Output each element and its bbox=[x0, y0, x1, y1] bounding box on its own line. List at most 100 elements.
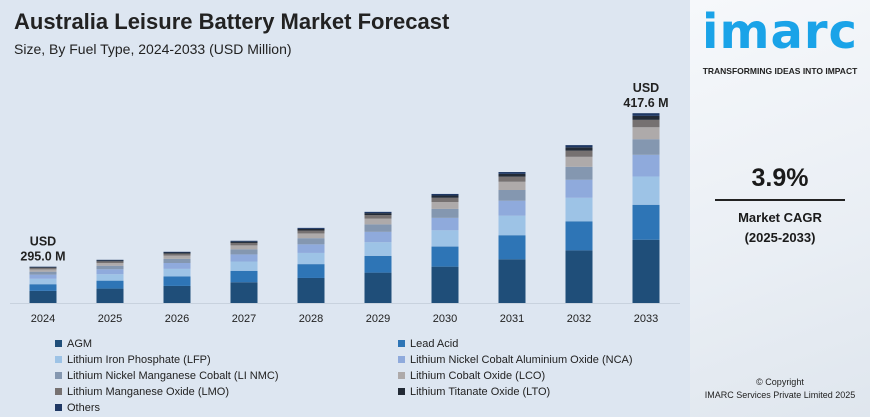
bar-segment-2026-3 bbox=[163, 263, 191, 269]
bar-segment-2033-8 bbox=[632, 113, 660, 116]
bar-segment-2031-0 bbox=[498, 259, 526, 303]
bar-segment-2031-8 bbox=[498, 172, 526, 174]
bar-segment-2028-7 bbox=[297, 228, 325, 231]
bar-segment-2027-3 bbox=[230, 254, 258, 262]
chart-legend: AGM Lead Acid Lithium Iron Phosphate (LFP)… bbox=[55, 336, 685, 415]
bar-segment-2030-4 bbox=[431, 208, 459, 218]
bar-segment-2033-5 bbox=[632, 127, 660, 140]
bar-segment-2029-7 bbox=[364, 213, 392, 216]
legend-item: Lithium Nickel Cobalt Aluminium Oxide (N… bbox=[398, 352, 685, 367]
bar-segment-2030-3 bbox=[431, 217, 459, 231]
bar-segment-2030-5 bbox=[431, 202, 459, 209]
bar-segment-2033-7 bbox=[632, 115, 660, 120]
legend-item: Lithium Manganese Oxide (LMO) bbox=[55, 384, 398, 399]
bar-segment-2030-0 bbox=[431, 266, 459, 303]
bar-segment-2030-6 bbox=[431, 197, 459, 203]
legend-swatch bbox=[55, 372, 62, 379]
bar-segment-2028-3 bbox=[297, 244, 325, 253]
bar-segment-2033-3 bbox=[632, 154, 660, 177]
x-tick-label: 2026 bbox=[165, 313, 189, 325]
stacked-bar-chart: 2024 USD 295.0 M 2025 2026 2027 2028 2029 2030 20… bbox=[10, 81, 680, 325]
bar-segment-2028-8 bbox=[297, 227, 325, 229]
x-tick-label: 2029 bbox=[366, 313, 390, 325]
bar-segment-2028-5 bbox=[297, 233, 325, 239]
data-label-value: 295.0 M bbox=[20, 250, 65, 264]
bar-segment-2028-0 bbox=[297, 277, 325, 303]
bar-segment-2025-3 bbox=[96, 269, 124, 275]
legend-item: Lithium Titanate Oxide (LTO) bbox=[398, 384, 685, 399]
legend-item: Lithium Nickel Manganese Cobalt (LI NMC) bbox=[55, 368, 398, 383]
legend-label: Others bbox=[67, 401, 101, 414]
bar-segment-2029-4 bbox=[364, 224, 392, 232]
bar-segment-2025-1 bbox=[96, 280, 124, 289]
bar-segment-2031-6 bbox=[498, 176, 526, 182]
bar-segment-2026-8 bbox=[163, 251, 191, 253]
bar-segment-2032-1 bbox=[565, 221, 593, 251]
logo-tagline: TRANSFORMING IDEAS INTO IMPACT bbox=[702, 66, 858, 76]
legend-item: Lithium Iron Phosphate (LFP) bbox=[55, 352, 398, 367]
legend-swatch bbox=[398, 356, 405, 363]
bar-segment-2032-6 bbox=[565, 150, 593, 157]
bar-segment-2032-7 bbox=[565, 147, 593, 151]
x-tick-label: 2024 bbox=[31, 313, 55, 325]
bar-segment-2025-2 bbox=[96, 274, 124, 281]
bar-segment-2027-1 bbox=[230, 270, 258, 283]
bar-segment-2032-8 bbox=[565, 145, 593, 148]
chart-title: Australia Leisure Battery Market Forecas… bbox=[14, 9, 450, 34]
bar-segment-2025-7 bbox=[96, 260, 124, 262]
bar-segment-2032-2 bbox=[565, 197, 593, 222]
bar-segment-2026-5 bbox=[163, 255, 191, 259]
bar-segment-2030-1 bbox=[431, 246, 459, 267]
bar-segment-2028-2 bbox=[297, 252, 325, 265]
bar-segment-2031-7 bbox=[498, 173, 526, 177]
bar-segment-2025-4 bbox=[96, 265, 124, 270]
legend-label: Lithium Manganese Oxide (LMO) bbox=[67, 385, 230, 398]
legend-swatch bbox=[55, 356, 62, 363]
legend-label: AGM bbox=[67, 337, 93, 350]
data-label-unit: USD bbox=[633, 81, 659, 95]
bar-segment-2027-6 bbox=[230, 242, 258, 246]
bar-segment-2027-5 bbox=[230, 245, 258, 250]
cagr-label: Market CAGR (2025-2033) bbox=[715, 208, 845, 248]
bar-segment-2029-0 bbox=[364, 272, 392, 303]
legend-item: AGM bbox=[55, 336, 398, 351]
legend-label: Lithium Nickel Manganese Cobalt (LI NMC) bbox=[67, 369, 279, 382]
chart-subtitle: Size, By Fuel Type, 2024-2033 (USD Milli… bbox=[14, 41, 292, 57]
cagr-period: (2025-2033) bbox=[744, 230, 816, 245]
bar-segment-2024-8 bbox=[29, 266, 57, 268]
bar-segment-2024-6 bbox=[29, 267, 57, 270]
bar-segment-2030-8 bbox=[431, 193, 459, 196]
bar-segment-2027-0 bbox=[230, 282, 258, 303]
bar-segment-2026-2 bbox=[163, 268, 191, 277]
bar-segment-2030-2 bbox=[431, 230, 459, 247]
bar-segment-2026-1 bbox=[163, 276, 191, 286]
bar-segment-2028-4 bbox=[297, 238, 325, 245]
x-tick-label: 2027 bbox=[232, 313, 256, 325]
legend-label: Lithium Iron Phosphate (LFP) bbox=[67, 353, 211, 366]
bar-segment-2024-1 bbox=[29, 284, 57, 291]
x-tick-label: 2030 bbox=[433, 313, 457, 325]
legend-swatch bbox=[398, 340, 405, 347]
bar-segment-2031-4 bbox=[498, 189, 526, 201]
bar-segment-2028-1 bbox=[297, 264, 325, 278]
cagr-label-text: Market CAGR bbox=[738, 210, 822, 225]
bar-segment-2029-1 bbox=[364, 255, 392, 273]
x-tick-label: 2025 bbox=[98, 313, 122, 325]
data-label-value: 417.6 M bbox=[623, 96, 668, 110]
legend-label: Lithium Nickel Cobalt Aluminium Oxide (N… bbox=[410, 353, 633, 366]
x-tick-label: 2028 bbox=[299, 313, 323, 325]
bar-segment-2033-6 bbox=[632, 119, 660, 128]
bar-segment-2032-3 bbox=[565, 179, 593, 198]
bar-segment-2027-8 bbox=[230, 240, 258, 242]
side-panel: imarc TRANSFORMING IDEAS INTO IMPACT 3.9… bbox=[690, 0, 870, 417]
bar-segment-2026-4 bbox=[163, 258, 191, 264]
legend-item: Others bbox=[55, 400, 398, 415]
bar-segment-2027-4 bbox=[230, 249, 258, 255]
legend-label: Lithium Titanate Oxide (LTO) bbox=[410, 385, 551, 398]
bar-segment-2026-6 bbox=[163, 253, 191, 256]
bar-segment-2027-2 bbox=[230, 261, 258, 271]
bar-segment-2024-5 bbox=[29, 269, 57, 272]
bar-segment-2032-4 bbox=[565, 166, 593, 180]
x-tick-label: 2032 bbox=[567, 313, 591, 325]
bar-segment-2026-0 bbox=[163, 285, 191, 303]
